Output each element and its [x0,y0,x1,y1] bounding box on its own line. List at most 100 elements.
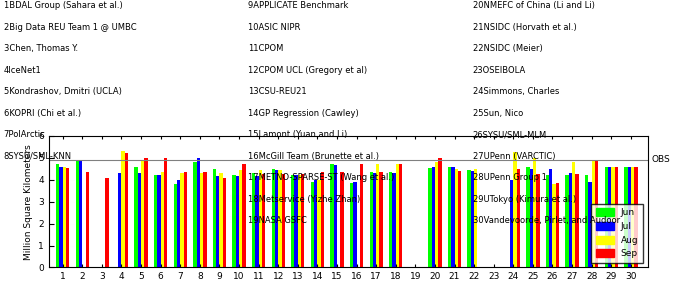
Bar [615,166,618,267]
Text: 18Metservice (Yizhe Zhan): 18Metservice (Yizhe Zhan) [248,195,360,204]
Bar [239,170,242,267]
Text: 14GP Regression (Cawley): 14GP Regression (Cawley) [248,109,359,118]
Bar [164,158,167,267]
Bar [471,171,474,267]
Bar [177,180,181,267]
Text: 20NMEFC of China (Li and Li): 20NMEFC of China (Li and Li) [473,1,594,10]
Bar [595,161,598,267]
Bar [474,169,477,267]
Bar [85,172,89,267]
Bar [575,174,579,267]
Bar [533,158,536,267]
Text: 1BDAL Group (Sahara et al.): 1BDAL Group (Sahara et al.) [4,1,122,10]
Bar [197,158,199,267]
Bar [373,173,376,267]
Bar [76,160,79,267]
Text: 4IceNet1: 4IceNet1 [4,66,41,75]
Bar [232,175,236,267]
Bar [138,173,141,267]
Bar [376,164,379,267]
Bar [399,164,402,267]
Text: 26SYSU/SML-MLM: 26SYSU/SML-MLM [473,130,547,140]
Bar [611,166,615,267]
Bar [278,170,281,267]
Bar [298,175,301,267]
Bar [350,183,354,267]
Bar [588,182,592,267]
Text: 9APPLICATE Benchmark: 9APPLICATE Benchmark [248,1,349,10]
Bar [203,172,206,267]
Bar [438,158,442,267]
Bar [56,164,60,267]
Bar [118,173,122,267]
Text: 24Simmons, Charles: 24Simmons, Charles [473,87,559,97]
Bar [183,172,187,267]
Bar [281,174,285,267]
Bar [216,176,219,267]
Bar [174,184,177,267]
Text: 30Vandevoorde, Pirlet, and Audoor: 30Vandevoorde, Pirlet, and Audoor [473,216,620,226]
Bar [66,168,69,267]
Text: 7PolArctic: 7PolArctic [4,130,46,140]
Text: 16McGill Team (Brunette et al.): 16McGill Team (Brunette et al.) [248,152,379,161]
Bar [262,174,265,267]
Bar [256,176,258,267]
Bar [340,172,344,267]
Bar [275,170,278,267]
Bar [193,162,197,267]
Bar [435,162,438,267]
Bar [105,177,108,267]
Bar [568,173,572,267]
Bar [393,173,395,267]
Bar [572,162,575,267]
Bar [330,164,334,267]
Bar [258,170,262,267]
Bar [125,153,128,267]
Bar [314,180,317,267]
Text: 17METNO-SPARSE-ST (Wang et al.): 17METNO-SPARSE-ST (Wang et al.) [248,173,395,183]
Text: 10ASIC NIPR: 10ASIC NIPR [248,23,301,32]
Text: 27UPenn (VARCTIC): 27UPenn (VARCTIC) [473,152,555,161]
Bar [566,175,568,267]
Bar [546,175,550,267]
Bar [219,173,223,267]
Bar [63,166,66,267]
Bar [452,166,454,267]
Bar [458,171,461,267]
Bar [517,169,520,267]
Text: 13CSU-REU21: 13CSU-REU21 [248,87,307,97]
Text: 25Sun, Nico: 25Sun, Nico [473,109,523,118]
Bar [592,161,595,267]
Text: 28UPenn Group 1: 28UPenn Group 1 [473,173,547,183]
Text: 11CPOM: 11CPOM [248,44,284,53]
Text: 21NSIDC (Horvath et al.): 21NSIDC (Horvath et al.) [473,23,576,32]
Bar [199,173,203,267]
Y-axis label: Million Square Kilometers: Million Square Kilometers [24,144,33,260]
Bar [552,184,556,267]
Bar [317,180,321,267]
Bar [122,151,125,267]
Bar [134,166,138,267]
Bar [370,172,373,267]
Bar [608,166,611,267]
Bar [624,166,627,267]
Bar [321,172,324,267]
Bar [236,176,239,267]
Bar [454,169,458,267]
Bar [627,166,631,267]
Bar [242,164,246,267]
Bar [550,169,552,267]
Legend: Jun, Jul, Aug, Sep: Jun, Jul, Aug, Sep [591,204,643,263]
Text: 23OSEIBOLA: 23OSEIBOLA [473,66,526,75]
Text: 29UTokyo (Kimura et al.): 29UTokyo (Kimura et al.) [473,195,575,204]
Bar [448,166,452,267]
Bar [141,160,144,267]
Bar [468,170,471,267]
Text: 5Kondrashov, Dmitri (UCLA): 5Kondrashov, Dmitri (UCLA) [4,87,121,97]
Bar [395,164,399,267]
Bar [379,172,383,267]
Bar [510,180,513,267]
Bar [354,182,356,267]
Bar [432,166,435,267]
Bar [605,166,608,267]
